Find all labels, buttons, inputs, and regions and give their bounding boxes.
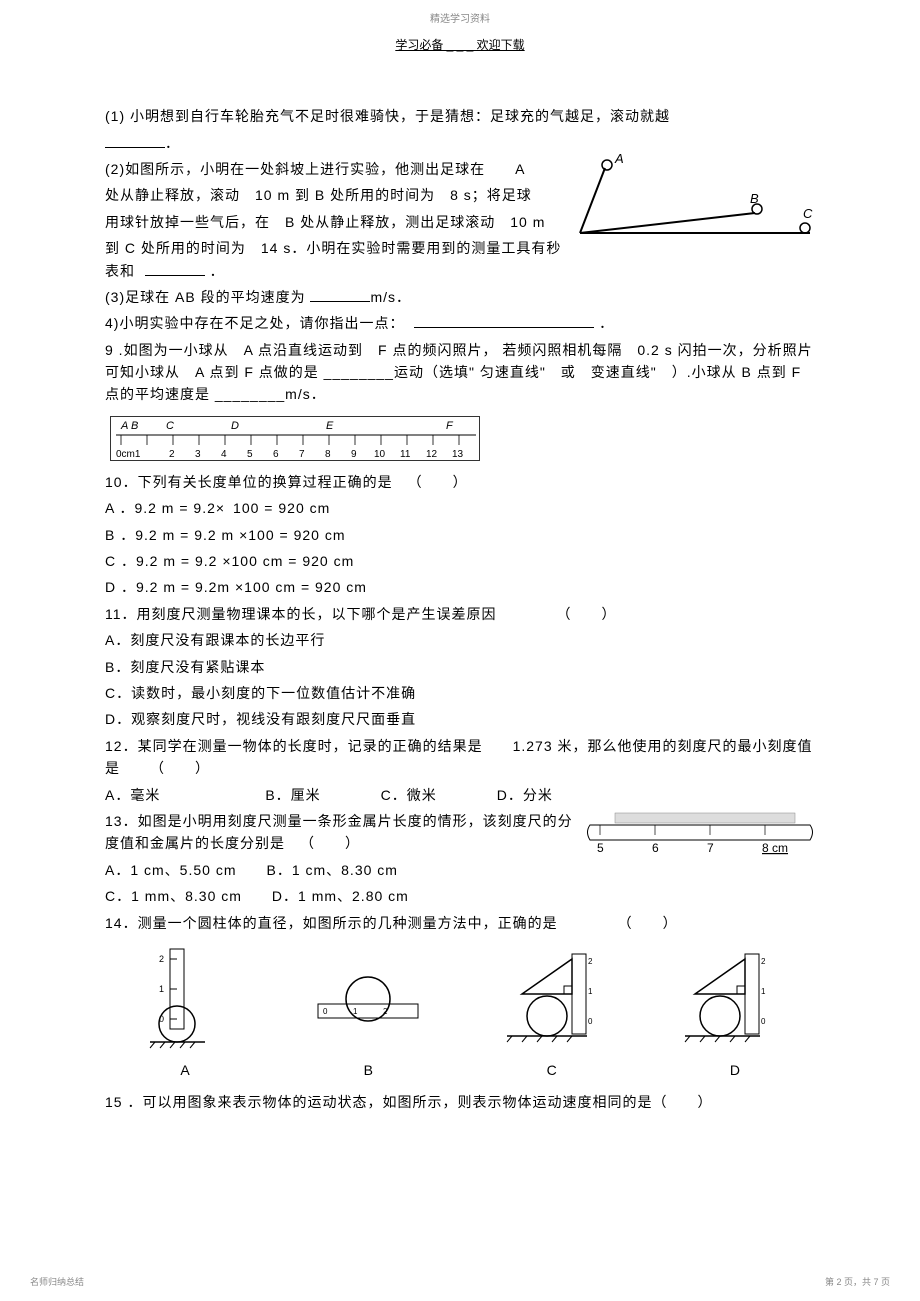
- document-content: (1) 小明想到自行车轮胎充气不足时很难骑快，于是猜想：足球充的气越足，滚动就越…: [0, 55, 920, 1114]
- svg-text:A: A: [120, 420, 128, 432]
- q4-text: 4)小明实验中存在不足之处，请你指出一点： ．: [105, 312, 815, 334]
- footer-right: 第 2 页，共 7 页: [825, 1275, 890, 1289]
- svg-text:B: B: [131, 420, 138, 432]
- q3-unit: m/s．: [370, 289, 411, 305]
- header-top-label: 精选学习资料: [0, 0, 920, 28]
- svg-text:F: F: [446, 420, 454, 432]
- header-sub-label: 学习必备 _ _ _ 欢迎下载: [0, 28, 920, 55]
- svg-text:9: 9: [351, 449, 357, 460]
- svg-text:2: 2: [169, 449, 175, 460]
- q10-b: B ．9.2 m = 9.2 m ×100 = 920 cm: [105, 524, 815, 546]
- cm-ruler-diagram: 5 6 7 8 cm: [585, 810, 815, 860]
- svg-text:0: 0: [588, 1017, 593, 1026]
- svg-text:0: 0: [761, 1017, 766, 1026]
- svg-text:13: 13: [452, 449, 464, 460]
- q10-c: C ．9.2 m = 9.2 ×100 cm = 920 cm: [105, 550, 815, 572]
- svg-text:5: 5: [247, 449, 253, 460]
- q14-text: 14．测量一个圆柱体的直径，如图所示的几种测量方法中，正确的是 （ ）: [105, 912, 815, 934]
- method-c: 2 1 0 C: [482, 944, 622, 1081]
- svg-text:3: 3: [195, 449, 201, 460]
- svg-text:10: 10: [374, 449, 386, 460]
- method-a: 2 1 0 A: [115, 944, 255, 1081]
- q11-text: 11．用刻度尺测量物理课本的长，以下哪个是产生误差原因 （ ）: [105, 603, 815, 625]
- svg-text:1: 1: [761, 987, 766, 996]
- method-a-label: A: [115, 1059, 255, 1081]
- method-d: 2 1 0 D: [665, 944, 805, 1081]
- slope-label-c: C: [803, 206, 813, 221]
- svg-text:0cm1: 0cm1: [116, 449, 141, 460]
- q11-a: A．刻度尺没有跟课本的长边平行: [105, 629, 815, 651]
- measurement-methods: 2 1 0 A 0 1 2 B 2 1 0: [105, 944, 815, 1081]
- q3-text: (3)足球在 AB 段的平均速度为 m/s．: [105, 286, 815, 308]
- q9-text: 9 .如图为一小球从 A 点沿直线运动到 F 点的频闪照片， 若频闪照相机每隔 …: [105, 339, 815, 406]
- svg-text:6: 6: [652, 841, 659, 855]
- method-c-label: C: [482, 1059, 622, 1081]
- q4-prefix: 4)小明实验中存在不足之处，请你指出一点：: [105, 315, 404, 331]
- svg-text:7: 7: [707, 841, 714, 855]
- q2-l4-end: ．: [210, 263, 225, 279]
- q11-b: B．刻度尺没有紧贴课本: [105, 656, 815, 678]
- svg-text:2: 2: [588, 957, 593, 966]
- svg-text:1: 1: [159, 984, 164, 994]
- q1-blank-line: ．: [105, 132, 815, 154]
- svg-text:C: C: [166, 420, 174, 432]
- slope-diagram: A B C: [575, 153, 815, 243]
- svg-text:D: D: [231, 420, 239, 432]
- q2-line4: 到 C 处所用的时间为 14 s．小明在实验时需要用到的测量工具有秒表和 ．: [105, 237, 815, 282]
- q13-a: A．1 cm、5.50 cm B．1 cm、8.30 cm: [105, 859, 815, 881]
- q10-text: 10．下列有关长度单位的换算过程正确的是 （ ）: [105, 471, 815, 493]
- slope-label-b: B: [750, 191, 759, 206]
- method-b: 012 B: [298, 944, 438, 1081]
- q12-options: A．毫米 B．厘米 C．微米 D．分米: [105, 784, 815, 806]
- svg-text:6: 6: [273, 449, 279, 460]
- q12-text: 12．某同学在测量一物体的长度时，记录的正确的结果是 1.273 米，那么他使用…: [105, 735, 815, 780]
- svg-text:11: 11: [400, 449, 411, 460]
- q11-c: C．读数时，最小刻度的下一位数值估计不准确: [105, 682, 815, 704]
- svg-text:1: 1: [353, 1007, 358, 1016]
- svg-text:4: 4: [221, 449, 227, 460]
- q1-end: ．: [165, 135, 180, 151]
- svg-text:8 cm: 8 cm: [762, 841, 788, 855]
- svg-text:12: 12: [426, 449, 438, 460]
- svg-text:1: 1: [588, 987, 593, 996]
- q1-text: (1) 小明想到自行车轮胎充气不足时很难骑快，于是猜想：足球充的气越足，滚动就越: [105, 105, 815, 127]
- svg-text:2: 2: [159, 954, 164, 964]
- q15-text: 15 ．可以用图象来表示物体的运动状态，如图所示，则表示物体运动速度相同的是（ …: [105, 1091, 815, 1113]
- ruler-diagram: A B C D E F 0cm1 2 3 4 5 6 7 8 9 10 11 12 13: [110, 416, 480, 461]
- svg-text:8: 8: [325, 449, 331, 460]
- method-b-label: B: [298, 1059, 438, 1081]
- svg-text:7: 7: [299, 449, 305, 460]
- slope-label-a: A: [614, 153, 624, 166]
- q10-d: D ．9.2 m = 9.2m ×100 cm = 920 cm: [105, 576, 815, 598]
- svg-text:2: 2: [761, 957, 766, 966]
- svg-text:0: 0: [323, 1007, 328, 1016]
- q13-c: C．1 mm、8.30 cm D．1 mm、2.80 cm: [105, 885, 815, 907]
- svg-text:E: E: [326, 420, 334, 432]
- method-d-label: D: [665, 1059, 805, 1081]
- svg-text:5: 5: [597, 841, 604, 855]
- q10-a: A ．9.2 m = 9.2× 100 = 920 cm: [105, 497, 815, 519]
- q11-d: D．观察刻度尺时，视线没有跟刻度尺尺面垂直: [105, 708, 815, 730]
- footer-left: 名师归纳总结: [30, 1275, 84, 1289]
- q4-end: ．: [599, 315, 614, 331]
- q3-prefix: (3)足球在 AB 段的平均速度为: [105, 289, 306, 305]
